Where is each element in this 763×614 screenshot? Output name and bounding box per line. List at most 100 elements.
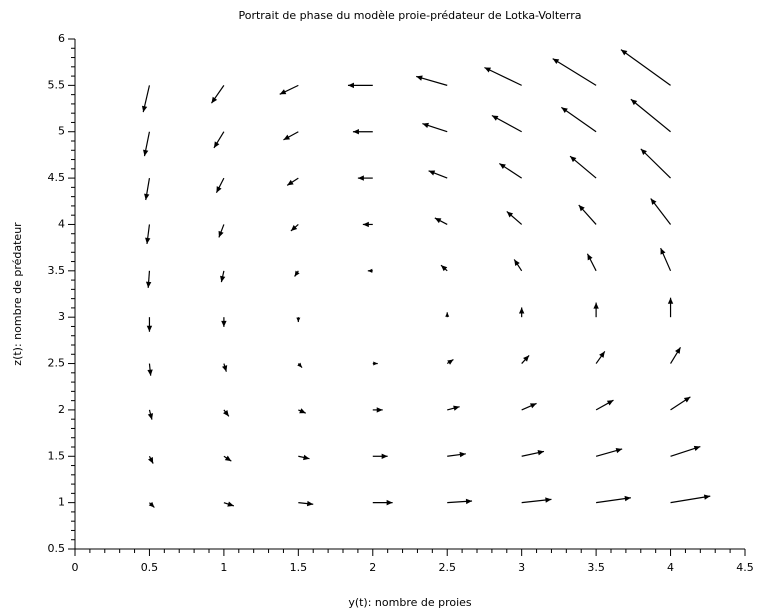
arrow <box>221 317 227 327</box>
arrow-head <box>422 122 429 129</box>
arrow-head <box>518 307 525 314</box>
arrow <box>595 399 614 411</box>
arrow <box>422 122 448 133</box>
arrow-head <box>141 105 148 113</box>
arrow <box>650 198 672 225</box>
arrow <box>586 253 597 272</box>
arrow-head <box>499 163 506 170</box>
arrow <box>428 170 448 179</box>
arrow <box>294 270 300 277</box>
arrow-head <box>223 409 229 417</box>
arrow <box>670 445 701 457</box>
arrow-head <box>386 499 393 506</box>
arrow <box>223 455 232 462</box>
arrow-head <box>537 450 544 456</box>
arrow-head <box>465 498 473 505</box>
arrow-head <box>224 455 232 462</box>
arrow <box>145 270 152 288</box>
arrow <box>593 302 599 318</box>
arrow <box>290 224 299 232</box>
arrow-head <box>373 361 378 366</box>
arrow-head <box>484 67 492 73</box>
arrow-head <box>297 362 303 368</box>
arrow-shaft <box>640 148 671 179</box>
arrow <box>670 347 681 364</box>
x-tick-label: 0.5 <box>141 561 159 574</box>
arrow-head <box>587 253 593 261</box>
arrow <box>372 407 383 413</box>
arrow-head <box>148 457 154 464</box>
x-tick-label: 1.5 <box>290 561 308 574</box>
arrow <box>620 49 671 86</box>
arrow <box>147 409 154 420</box>
arrow <box>521 497 552 504</box>
arrow-head <box>615 447 623 454</box>
arrow <box>491 114 522 133</box>
arrow <box>521 355 530 364</box>
y-tick-label: 1 <box>58 496 65 509</box>
arrow <box>213 131 225 149</box>
arrow-head <box>620 49 628 56</box>
arrow-head <box>428 170 436 176</box>
arrow-head <box>683 396 691 403</box>
arrow <box>667 297 674 318</box>
arrow <box>298 408 307 414</box>
arrow-head <box>227 501 234 507</box>
arrow <box>518 307 525 318</box>
arrow <box>352 129 373 135</box>
arrow <box>147 363 153 376</box>
arrow-head <box>218 230 224 238</box>
arrow-shaft <box>552 58 597 86</box>
arrow-head <box>296 317 301 323</box>
y-tick-label: 3 <box>58 310 65 323</box>
arrow-shaft <box>670 495 711 504</box>
arrow <box>367 268 373 273</box>
arrow-head <box>294 270 300 277</box>
arrow <box>298 500 314 507</box>
x-tick-label: 2 <box>369 561 376 574</box>
arrow <box>362 221 373 228</box>
y-tick-label: 0.5 <box>48 542 66 555</box>
arrow-head <box>441 265 448 272</box>
arrow-head <box>347 82 354 89</box>
arrow <box>279 84 299 95</box>
arrow <box>596 495 631 504</box>
arrow <box>372 499 393 506</box>
arrow <box>670 396 691 411</box>
arrow <box>445 312 450 318</box>
arrow-head <box>376 407 383 413</box>
arrow-head <box>593 302 599 309</box>
arrow-head <box>283 134 291 140</box>
arrow <box>372 361 378 366</box>
arrow-shaft <box>561 106 597 133</box>
arrow <box>569 155 597 179</box>
arrow <box>447 405 460 411</box>
arrow <box>141 85 151 113</box>
arrow-head <box>147 369 153 376</box>
arrow <box>499 162 522 179</box>
arrow-head <box>578 204 585 212</box>
arrow-head <box>362 221 369 228</box>
x-tick-label: 0 <box>72 561 79 574</box>
arrow-head <box>213 141 220 148</box>
arrow <box>298 454 310 461</box>
arrow <box>595 447 623 457</box>
arrow-head <box>703 494 711 500</box>
arrow <box>222 363 228 372</box>
arrow-head <box>606 400 614 406</box>
arrow-head <box>599 351 605 358</box>
arrow <box>660 247 672 272</box>
arrow <box>347 82 373 89</box>
arrow-head <box>299 408 306 414</box>
arrow <box>552 58 597 86</box>
y-tick-label: 1.5 <box>48 449 66 462</box>
arrow-head <box>506 211 514 218</box>
arrow-head <box>667 297 674 304</box>
arrow-head <box>561 107 568 114</box>
x-tick-label: 3 <box>518 561 525 574</box>
arrow <box>630 98 671 133</box>
x-tick-label: 1 <box>220 561 227 574</box>
arrow <box>223 501 235 507</box>
arrow-shaft <box>630 98 671 133</box>
